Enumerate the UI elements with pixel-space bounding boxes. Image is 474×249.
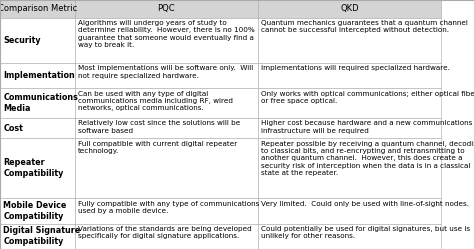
Bar — [258, 224, 441, 249]
Bar — [258, 198, 441, 224]
Bar — [0, 138, 75, 198]
Bar — [75, 198, 258, 224]
Text: Relatively low cost since the solutions will be
software based: Relatively low cost since the solutions … — [78, 121, 240, 134]
Bar — [0, 88, 75, 118]
Text: Mobile Device
Compatibility: Mobile Device Compatibility — [3, 201, 67, 221]
Text: Implementation: Implementation — [3, 71, 75, 80]
Bar — [0, 224, 75, 249]
Text: Security: Security — [3, 36, 41, 45]
Bar — [75, 88, 258, 118]
Text: Repeater possible by receiving a quantum channel, decoding
to classical bits, an: Repeater possible by receiving a quantum… — [261, 141, 474, 176]
Bar — [75, 224, 258, 249]
Text: Algorithms will undergo years of study to
determine reliability.  However, there: Algorithms will undergo years of study t… — [78, 20, 255, 48]
Text: Variations of the standards are being developed
specifically for digital signatu: Variations of the standards are being de… — [78, 226, 252, 239]
Bar — [75, 118, 258, 138]
Bar — [0, 63, 75, 88]
Bar — [258, 88, 441, 118]
Text: Only works with optical communications; either optical fiber
or free space optic: Only works with optical communications; … — [261, 91, 474, 104]
Text: Could potentially be used for digital signatures, but use is
unlikely for other : Could potentially be used for digital si… — [261, 226, 470, 239]
Bar — [258, 118, 441, 138]
Text: Comparison Metric: Comparison Metric — [0, 4, 77, 13]
Text: QKD: QKD — [340, 4, 359, 13]
Text: Digital Signature
Compatibility: Digital Signature Compatibility — [3, 226, 81, 246]
Text: Most implementations will be software only.  Will
not require specialized hardwa: Most implementations will be software on… — [78, 65, 254, 79]
Bar — [75, 18, 258, 63]
Bar — [75, 0, 258, 18]
Bar — [258, 63, 441, 88]
Text: PQC: PQC — [157, 4, 175, 13]
Text: Quantum mechanics guarantees that a quantum channel
cannot be successful interce: Quantum mechanics guarantees that a quan… — [261, 20, 468, 33]
Bar — [0, 18, 75, 63]
Text: Very limited.  Could only be used with line-of-sight nodes.: Very limited. Could only be used with li… — [261, 201, 469, 207]
Bar — [75, 63, 258, 88]
Bar — [0, 0, 75, 18]
Bar — [75, 138, 258, 198]
Text: Fully compatible with any type of communications
used by a mobile device.: Fully compatible with any type of commun… — [78, 201, 260, 214]
Text: Full compatible with current digital repeater
technology.: Full compatible with current digital rep… — [78, 141, 237, 154]
Bar — [258, 18, 441, 63]
Text: Implementations will required specialized hardware.: Implementations will required specialize… — [261, 65, 450, 71]
Bar — [258, 138, 441, 198]
Text: Cost: Cost — [3, 124, 23, 133]
Bar — [0, 198, 75, 224]
Text: Higher cost because hardware and a new communications
infrastructure will be req: Higher cost because hardware and a new c… — [261, 121, 473, 134]
Bar — [0, 118, 75, 138]
Bar — [258, 0, 441, 18]
Text: Communications
Media: Communications Media — [3, 93, 78, 113]
Text: Repeater
Compatibility: Repeater Compatibility — [3, 158, 64, 178]
Text: Can be used with any type of digital
communications media including RF, wired
ne: Can be used with any type of digital com… — [78, 91, 233, 111]
